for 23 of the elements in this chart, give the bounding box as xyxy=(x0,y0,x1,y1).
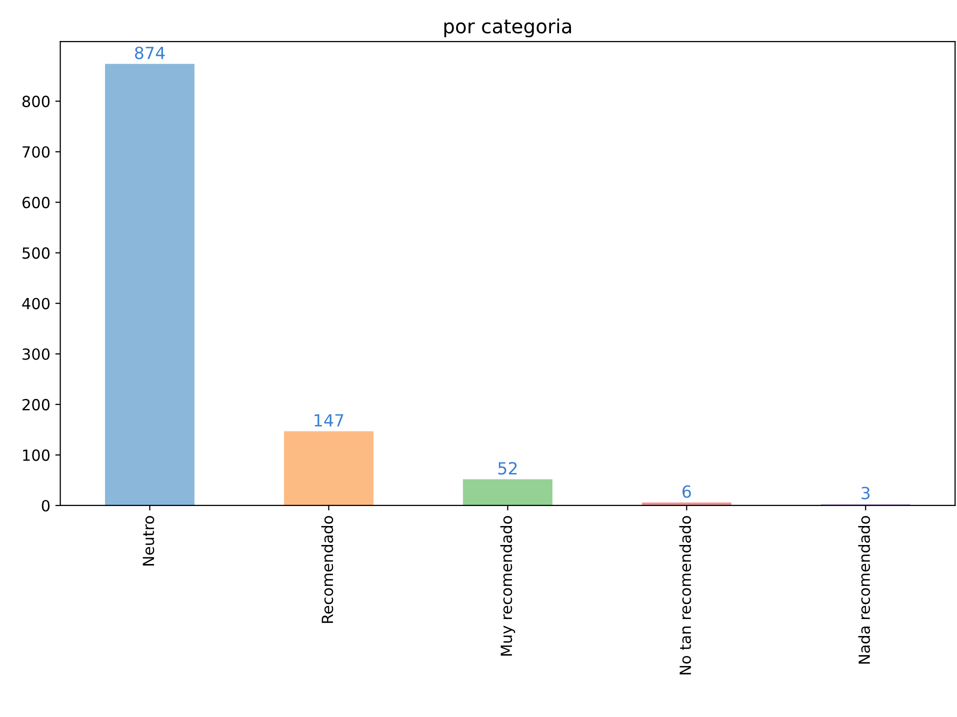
chart-title: por categoria xyxy=(444,18,571,38)
data-label: 147 xyxy=(314,414,344,426)
y-tick-label: 800 xyxy=(22,96,50,108)
x-tick-label: Nada recomendado xyxy=(858,516,870,664)
y-tick-label: 0 xyxy=(42,500,50,512)
y-tick-label: 100 xyxy=(23,449,50,461)
y-tick-label: 600 xyxy=(22,196,50,208)
x-tick-label: Neutro xyxy=(142,516,154,566)
x-tick-label: Muy recomendado xyxy=(500,516,516,656)
data-label: 3 xyxy=(862,486,870,500)
x-tick-label: Recomendado xyxy=(321,516,334,623)
y-tick-label: 700 xyxy=(22,146,50,158)
data-label: 52 xyxy=(498,462,517,475)
x-tick-label: No tan recomendado xyxy=(679,516,692,674)
y-tick-label: 200 xyxy=(22,398,50,410)
y-tick-label: 300 xyxy=(22,348,50,360)
bar xyxy=(284,431,374,506)
y-tick-label: 400 xyxy=(22,298,50,310)
data-label: 874 xyxy=(134,46,165,60)
data-label: 6 xyxy=(682,485,691,498)
y-tick-label: 500 xyxy=(22,247,50,259)
bar xyxy=(462,479,552,506)
bar xyxy=(105,64,195,506)
